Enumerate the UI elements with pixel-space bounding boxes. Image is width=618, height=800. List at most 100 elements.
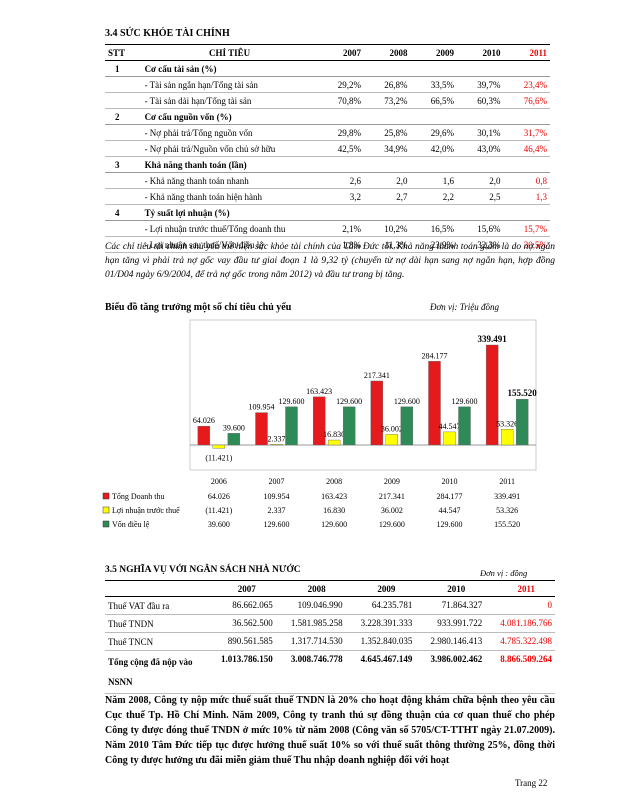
x-tick-label: 2010 — [442, 477, 458, 486]
cell: 34,9% — [384, 143, 408, 154]
row: Thuế VAT đầu ra 86.662.065 109.046.990 64.2… — [105, 597, 555, 615]
table-value: 284.177 — [437, 492, 463, 501]
cell: 2,0 — [396, 175, 408, 186]
cell: 15,7% — [523, 223, 547, 234]
empty — [105, 581, 206, 597]
bar — [458, 406, 471, 446]
legend-label: Lợi nhuận trước thuế — [112, 506, 180, 515]
unit-label: Đơn vị: Triệu đồng — [429, 302, 500, 312]
data-label: 16.830 — [323, 430, 345, 439]
stt: 1 — [115, 63, 120, 74]
table-value: 129.600 — [264, 520, 290, 529]
cell: 933.991.722 — [437, 618, 483, 628]
chart: Biểu đồ tăng trưởng một số chỉ tiêu chủ … — [102, 302, 538, 529]
cell: 1,8% — [342, 239, 362, 250]
cell: 10,2% — [384, 223, 408, 234]
cell: 1.317.714.530 — [290, 636, 343, 646]
bar — [443, 431, 456, 446]
header-row: 2007 2008 2009 2010 2011 — [105, 581, 555, 597]
cell: 76,6% — [523, 95, 547, 106]
table-value: 109.954 — [264, 492, 290, 501]
row-label: - Lợi nhuận sau thuế/Vốn điều lệ — [144, 239, 264, 250]
group-row: 3 Khả năng thanh toán (lần) — [105, 156, 550, 173]
cell: 4.645.467.149 — [360, 654, 413, 664]
bar — [500, 429, 514, 446]
group-title: Cơ cấu tài sản (%) — [144, 63, 217, 74]
row-label: Thuế TNCN — [108, 636, 154, 647]
row: - Tài sản dài hạn/Tổng tài sản 70,8% 73,2%… — [105, 93, 550, 109]
section-heading: 3.4 SỨC KHỎE TÀI CHÍNH — [105, 28, 230, 39]
bar — [485, 344, 499, 446]
group-row: 4 Tỷ suất lợi nhuận (%) — [105, 204, 550, 221]
data-label: 44.547 — [439, 422, 461, 431]
bar — [285, 406, 298, 446]
bar — [270, 444, 283, 446]
legend-swatch — [102, 506, 110, 514]
cell: 25,8% — [384, 127, 408, 138]
bar — [227, 433, 241, 446]
cell: 36.562.500 — [232, 618, 273, 628]
row-label: - Nợ phải trả/Tổng nguồn vốn — [144, 127, 253, 138]
row-label: Tổng cộng đã nộp vào NSNN — [108, 657, 193, 687]
cell: 71.864.327 — [441, 600, 483, 610]
table-value: (11.421) — [205, 506, 232, 515]
cell: 66,5% — [430, 95, 455, 106]
table-value: 64.026 — [208, 492, 230, 501]
legend-swatch — [102, 520, 110, 528]
header-cell: 2009 — [377, 583, 396, 594]
group-row: 2 Cơ cấu nguồn vốn (%) — [105, 108, 550, 125]
header-cell: 2008 — [307, 583, 326, 594]
row: Thuế TNDN 36.562.500 1.581.985.258 3.228.39… — [105, 615, 555, 633]
table-value: 339.491 — [494, 492, 520, 501]
data-label: 163.423 — [306, 387, 332, 396]
cell: 64.235.781 — [371, 600, 413, 610]
group-title: Tỷ suất lợi nhuận (%) — [144, 207, 230, 218]
cell: 4.785.322.498 — [500, 636, 552, 646]
bar — [370, 380, 384, 446]
data-label: 39.600 — [223, 423, 245, 432]
legend-swatch — [102, 492, 110, 500]
row: Thuế TNCN 890.561.585 1.317.714.530 1.352.8… — [105, 633, 555, 651]
cell: 890.561.585 — [227, 636, 273, 646]
empty — [105, 189, 142, 205]
cell: 42,0% — [430, 143, 455, 154]
data-label: 155.520 — [508, 388, 538, 398]
group-title: Cơ cấu nguồn vốn (%) — [144, 111, 232, 122]
bar — [515, 398, 529, 446]
x-tick-label: 2006 — [211, 477, 227, 486]
header-cell: 2011 — [529, 47, 547, 58]
header-cell: CHỈ TIÊU — [209, 47, 251, 58]
cell: 23,4% — [523, 79, 547, 90]
x-tick-label: 2011 — [499, 477, 515, 486]
table-value: 53.326 — [496, 506, 518, 515]
paragraph: Năm 2008, Công ty nộp mức thuế suất thuế… — [105, 695, 555, 766]
cell: 11,3% — [384, 239, 408, 250]
cell: 73,2% — [384, 95, 408, 106]
empty — [105, 221, 142, 237]
bar — [312, 396, 326, 446]
cell: 2,2 — [442, 191, 455, 202]
table-value: 44.547 — [439, 506, 461, 515]
cell: 29,6% — [430, 127, 455, 138]
cell: 3,2 — [349, 191, 362, 202]
table-value: 163.423 — [321, 492, 347, 501]
bar — [327, 439, 341, 446]
bar — [212, 444, 226, 449]
cell: 3.008.746.778 — [290, 654, 343, 664]
cell: 1.352.840.035 — [360, 636, 413, 646]
cell: 26,8% — [384, 79, 408, 90]
bar — [400, 406, 414, 446]
note: Các chỉ tiêu tài chính chủ yếu thể hiện … — [105, 242, 555, 280]
unit-label: Đơn vị : đồng — [480, 568, 528, 578]
table-value: 129.600 — [379, 520, 405, 529]
table-value: 39.600 — [208, 520, 230, 529]
table-value: 16.830 — [323, 506, 345, 515]
row: - Lợi nhuận trước thuế/Tổng doanh thu 2,1… — [105, 221, 550, 237]
data-label: 129.600 — [394, 397, 420, 406]
row-label: Thuế TNDN — [108, 618, 154, 629]
cell: 3.986.002.462 — [430, 654, 483, 664]
cell: 31,7% — [523, 127, 547, 138]
cell: 86.662.065 — [232, 600, 273, 610]
data-label: 339.491 — [478, 334, 508, 344]
data-label: 2.337 — [268, 434, 286, 443]
